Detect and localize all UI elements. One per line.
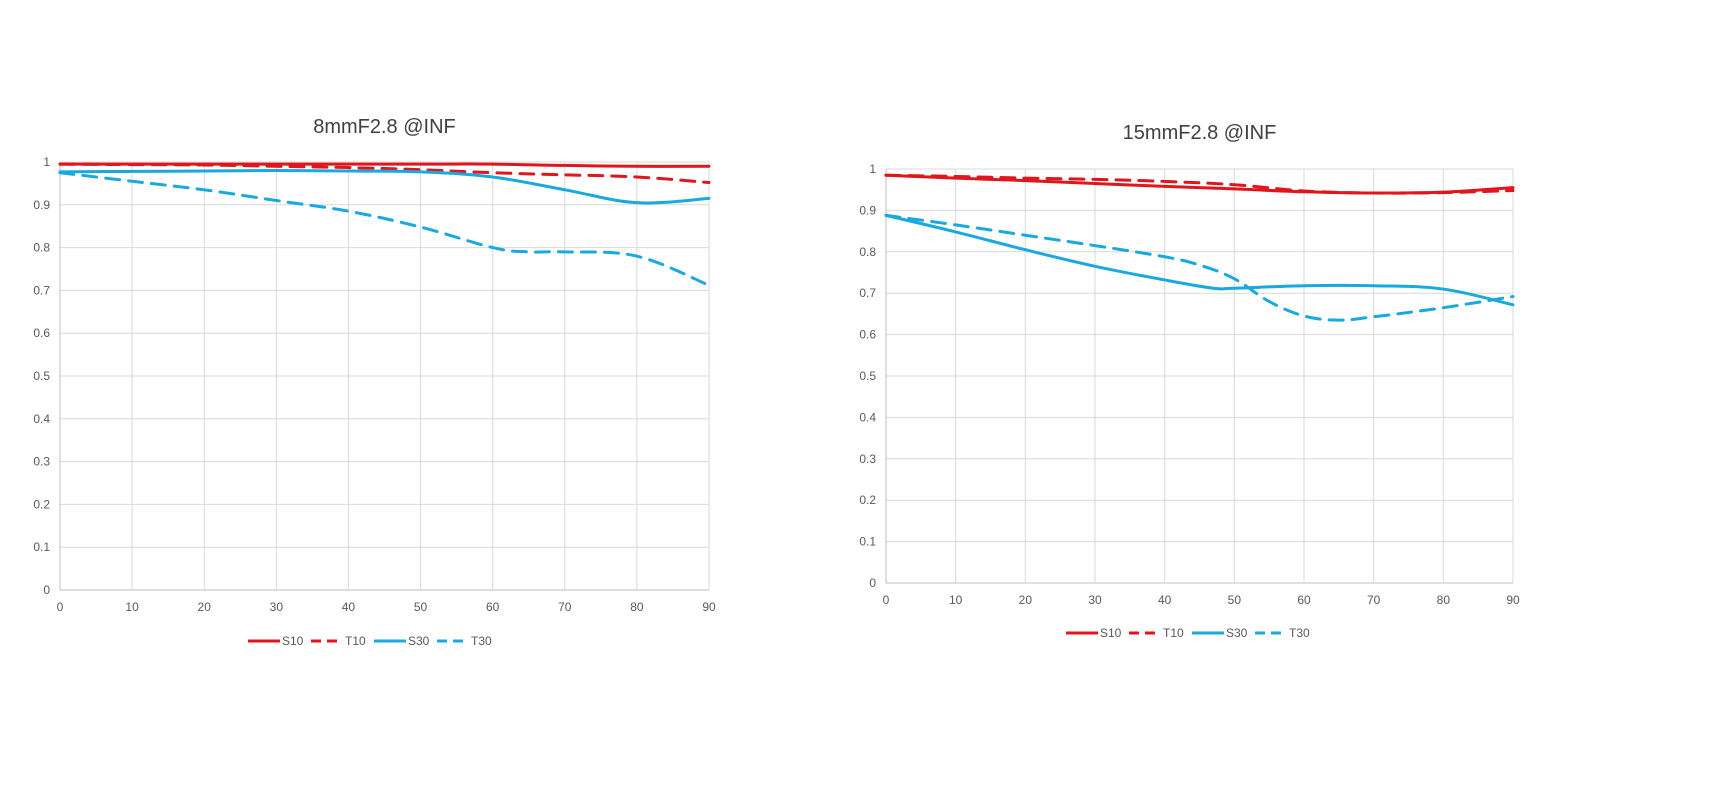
chart-8mm-xtick-label: 90 [702, 600, 716, 614]
chart-8mm-xtick-label: 20 [198, 600, 212, 614]
chart-15mm-svg: 15mmF2.8 @INF 0 0.1 0.2 0.3 0.4 0.5 0.6 0.7 0.8 0.… [859, 122, 1520, 640]
chart-15mm-ytick-label: 0.5 [859, 369, 876, 383]
chart-8mm-ytick-label: 0.7 [33, 283, 50, 297]
chart-8mm-series-t10 [58, 162, 711, 185]
chart-15mm-ytick-label: 1 [869, 162, 876, 176]
chart-15mm-legend: S10 T10 S30 T30 [1066, 626, 1310, 640]
chart-8mm-xtick-label: 80 [630, 600, 644, 614]
chart-8mm-ytick-label: 0.3 [33, 455, 50, 469]
chart-8mm-xtick-label: 30 [270, 600, 284, 614]
chart-8mm-grid [59, 161, 710, 591]
chart-8mm-legend-label-t10: T10 [345, 634, 366, 648]
chart-8mm-legend: S10 T10 S30 T30 [248, 634, 492, 648]
chart-15mm-legend-label-t10: T10 [1163, 626, 1184, 640]
chart-15mm-series-s30 [884, 213, 1515, 307]
chart-15mm-xtick-label: 80 [1437, 593, 1451, 607]
chart-8mm-xtick-label: 60 [486, 600, 500, 614]
chart-15mm-xtick-label: 90 [1506, 593, 1520, 607]
chart-8mm-xtick-label: 40 [342, 600, 356, 614]
chart-15mm-ytick-label: 0.2 [859, 493, 876, 507]
chart-8mm-ytick-label: 0.2 [33, 497, 50, 511]
chart-15mm-title: 15mmF2.8 @INF [1123, 122, 1277, 144]
chart-15mm-series-t30 [884, 213, 1515, 322]
chart-15mm-xtick-label: 40 [1158, 593, 1172, 607]
chart-8mm-legend-label-s10: S10 [282, 634, 304, 648]
chart-15mm-ytick-label: 0 [869, 576, 876, 590]
chart-15mm: 15mmF2.8 @INF 0 0.1 0.2 0.3 0.4 0.5 0.6 0.7 0.8 0.… [859, 0, 1720, 800]
chart-8mm-ytick-label: 1 [43, 155, 50, 169]
chart-15mm-ytick-label: 0.4 [859, 410, 876, 424]
chart-15mm-grid [885, 168, 1514, 584]
chart-15mm-ytick-label: 0.7 [859, 286, 876, 300]
chart-15mm-ytick-label: 0.1 [859, 535, 876, 549]
chart-15mm-xtick-label: 70 [1367, 593, 1381, 607]
chart-15mm-xtick-label: 50 [1228, 593, 1242, 607]
chart-15mm-ytick-label: 0.8 [859, 245, 876, 259]
chart-15mm-legend-label-s30: S30 [1226, 626, 1248, 640]
chart-8mm-xtick-label: 70 [558, 600, 572, 614]
chart-8mm-xtick-label: 50 [414, 600, 428, 614]
chart-8mm-ytick-label: 0.4 [33, 412, 50, 426]
chart-15mm-legend-label-s10: S10 [1100, 626, 1122, 640]
chart-8mm-title: 8mmF2.8 @INF [313, 116, 456, 138]
chart-8mm-xtick-label: 0 [57, 600, 64, 614]
chart-15mm-xtick-label: 60 [1297, 593, 1311, 607]
chart-15mm-series-t10 [884, 173, 1515, 195]
chart-15mm-xtick-label: 30 [1088, 593, 1102, 607]
chart-15mm-xtick-label: 0 [883, 593, 890, 607]
chart-8mm-ytick-label: 0 [43, 583, 50, 597]
chart-8mm-svg: 8mmF2.8 @INF 0 0.1 0.2 0.3 0.4 0.5 0.6 0.7 0.8 0.9… [33, 116, 716, 648]
chart-8mm-series-s10 [58, 162, 711, 168]
chart-8mm-legend-label-s30: S30 [408, 634, 430, 648]
chart-15mm-series-s10 [884, 173, 1515, 195]
chart-15mm-ytick-label: 0.3 [859, 452, 876, 466]
chart-15mm-xtick-label: 10 [949, 593, 963, 607]
chart-8mm-series-t30 [58, 171, 711, 287]
chart-8mm-ytick-label: 0.1 [33, 540, 50, 554]
chart-8mm-ytick-label: 0.9 [33, 198, 50, 212]
chart-8mm-ytick-label: 0.8 [33, 241, 50, 255]
chart-8mm-ytick-label: 0.5 [33, 369, 50, 383]
chart-8mm-xtick-label: 10 [125, 600, 139, 614]
chart-15mm-xtick-label: 20 [1019, 593, 1033, 607]
chart-8mm: 8mmF2.8 @INF 0 0.1 0.2 0.3 0.4 0.5 0.6 0.7 0.8 0.9… [33, 116, 716, 648]
chart-15mm-legend-label-t30: T30 [1289, 626, 1310, 640]
chart-8mm-series-s30 [58, 169, 711, 205]
chart-8mm-ytick-label: 0.6 [33, 326, 50, 340]
chart-8mm-legend-label-t30: T30 [471, 634, 492, 648]
chart-15mm-ytick-label: 0.9 [859, 203, 876, 217]
chart-15mm-ytick-label: 0.6 [859, 328, 876, 342]
